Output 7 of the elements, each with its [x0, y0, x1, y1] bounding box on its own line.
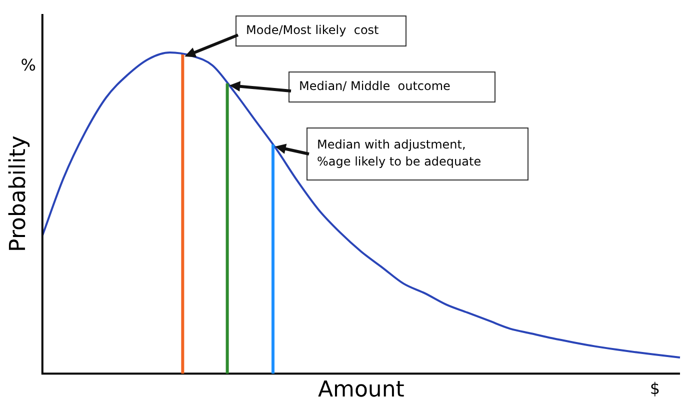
text: $ — [650, 378, 660, 398]
annotation: Median with adjustment, %age likely to be adequate — [317, 138, 482, 169]
annotation: Median/ Middle outcome — [299, 79, 450, 94]
text: % — [20, 56, 36, 75]
text: Mode/Most likely cost — [246, 23, 380, 38]
y-axis-title: Probability — [6, 136, 31, 252]
x-axis-title: Amount — [318, 378, 405, 403]
